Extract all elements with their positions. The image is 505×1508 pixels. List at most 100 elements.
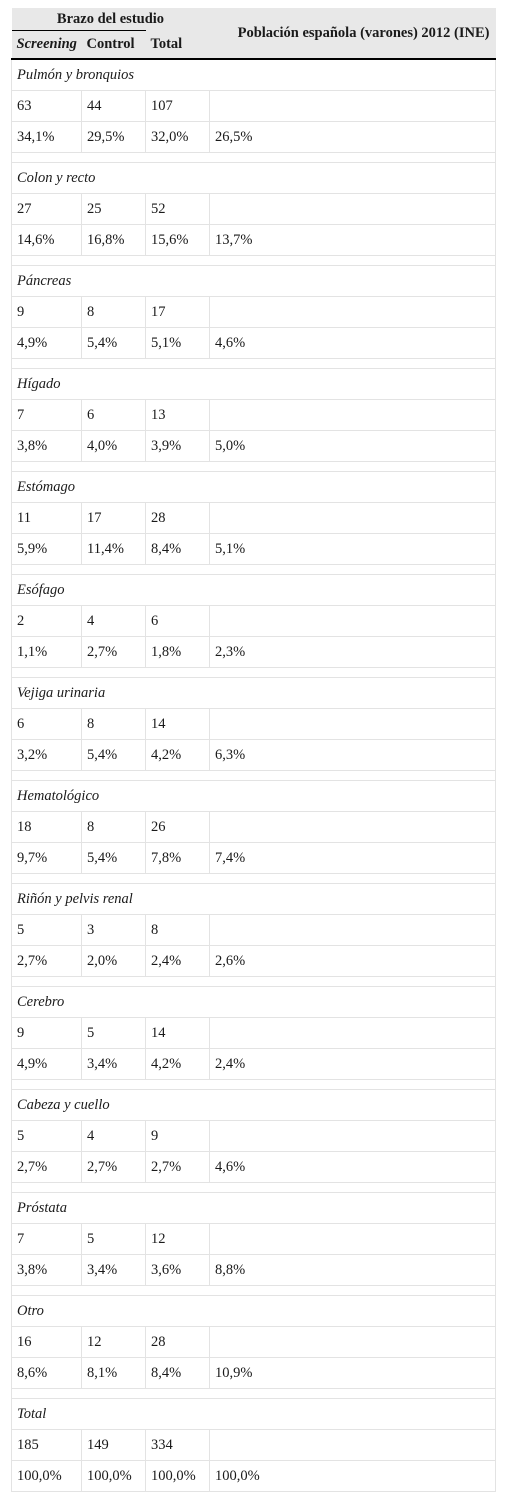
- percent-cell: 5,4%: [81, 739, 146, 771]
- percent-cell: 100,0%: [209, 1460, 496, 1492]
- count-cell: 14: [145, 708, 210, 740]
- count-cell: 6: [145, 605, 210, 637]
- percent-row: 34,1% 29,5% 32,0% 26,5%: [11, 121, 496, 153]
- percent-cell: 2,7%: [145, 1151, 210, 1183]
- percent-cell: 13,7%: [209, 224, 496, 256]
- percent-cell: 4,0%: [81, 430, 146, 462]
- count-cell: 9: [11, 296, 82, 328]
- group-label-row: Páncreas: [11, 265, 496, 297]
- count-cell: 8: [145, 914, 210, 946]
- group-label-row: Próstata: [11, 1192, 496, 1224]
- percent-cell: 6,3%: [209, 739, 496, 771]
- cancer-table: Brazo del estudio Población española (va…: [11, 8, 496, 1492]
- count-row: 11 17 28: [11, 502, 496, 534]
- group-label-row: Otro: [11, 1295, 496, 1327]
- group-spacer: [11, 152, 496, 163]
- group-label-row: Hígado: [11, 368, 496, 400]
- group-label: Cabeza y cuello: [11, 1089, 496, 1121]
- count-cell: 63: [11, 90, 82, 122]
- count-cell: 185: [11, 1429, 82, 1461]
- percent-cell: 5,1%: [209, 533, 496, 565]
- count-row: 6 8 14: [11, 708, 496, 740]
- count-cell: 107: [145, 90, 210, 122]
- count-row: 63 44 107: [11, 90, 496, 122]
- header-row-2: Screening Control Total: [11, 31, 496, 60]
- group-spacer: [11, 564, 496, 575]
- group-label-row: Pulmón y bronquios: [11, 58, 496, 91]
- percent-cell: 29,5%: [81, 121, 146, 153]
- percent-cell: 3,6%: [145, 1254, 210, 1286]
- header-row-1: Brazo del estudio Población española (va…: [11, 8, 496, 60]
- group-spacer: [11, 770, 496, 781]
- percent-cell: 8,1%: [81, 1357, 146, 1389]
- percent-row: 5,9% 11,4% 8,4% 5,1%: [11, 533, 496, 565]
- count-row: 9 5 14: [11, 1017, 496, 1049]
- group-label: Colon y recto: [11, 162, 496, 194]
- count-cell: 18: [11, 811, 82, 843]
- group-label: Total: [11, 1398, 496, 1430]
- percent-cell: 3,4%: [81, 1048, 146, 1080]
- percent-cell: 100,0%: [81, 1460, 146, 1492]
- percent-cell: 100,0%: [11, 1460, 82, 1492]
- group-label: Riñón y pelvis renal: [11, 883, 496, 915]
- count-cell: 13: [145, 399, 210, 431]
- group-spacer-cell: [11, 358, 496, 369]
- percent-cell: 8,6%: [11, 1357, 82, 1389]
- percent-row: 4,9% 5,4% 5,1% 4,6%: [11, 327, 496, 359]
- count-cell: 14: [145, 1017, 210, 1049]
- table-header: Brazo del estudio Población española (va…: [11, 8, 496, 60]
- count-row: 18 8 26: [11, 811, 496, 843]
- group-spacer-cell: [11, 255, 496, 266]
- percent-row: 9,7% 5,4% 7,8% 7,4%: [11, 842, 496, 874]
- count-cell: 17: [145, 296, 210, 328]
- count-cell: 6: [81, 399, 146, 431]
- count-cell: 12: [145, 1223, 210, 1255]
- group-spacer: [11, 1388, 496, 1399]
- group-spacer-cell: [11, 770, 496, 781]
- percent-cell: 3,2%: [11, 739, 82, 771]
- group-spacer-cell: [11, 873, 496, 884]
- percent-cell: 2,7%: [11, 1151, 82, 1183]
- percent-cell: 8,4%: [145, 533, 210, 565]
- group-label-row: Cerebro: [11, 986, 496, 1018]
- percent-cell: 4,2%: [145, 1048, 210, 1080]
- group-label: Estómago: [11, 471, 496, 503]
- percent-cell: 4,9%: [11, 1048, 82, 1080]
- percent-cell: 100,0%: [145, 1460, 210, 1492]
- percent-cell: 2,7%: [81, 1151, 146, 1183]
- percent-row: 2,7% 2,0% 2,4% 2,6%: [11, 945, 496, 977]
- percent-cell: 15,6%: [145, 224, 210, 256]
- percent-cell: 4,2%: [145, 739, 210, 771]
- group-label: Hematológico: [11, 780, 496, 812]
- count-cell: 4: [81, 605, 146, 637]
- group-spacer-cell: [11, 667, 496, 678]
- count-row: 9 8 17: [11, 296, 496, 328]
- arm-header: Brazo del estudio: [11, 8, 210, 31]
- count-cell: [209, 811, 496, 843]
- percent-cell: 3,8%: [11, 430, 82, 462]
- percent-cell: 3,8%: [11, 1254, 82, 1286]
- count-cell: 28: [145, 502, 210, 534]
- count-cell: 26: [145, 811, 210, 843]
- percent-cell: 1,8%: [145, 636, 210, 668]
- count-cell: 3: [81, 914, 146, 946]
- group-spacer-cell: [11, 1388, 496, 1399]
- screening-header: Screening: [11, 31, 82, 60]
- count-cell: 5: [11, 914, 82, 946]
- population-header: Población española (varones) 2012 (INE): [209, 8, 496, 60]
- percent-cell: 4,6%: [209, 327, 496, 359]
- percent-cell: 34,1%: [11, 121, 82, 153]
- count-cell: 8: [81, 296, 146, 328]
- percent-cell: 1,1%: [11, 636, 82, 668]
- group-label: Hígado: [11, 368, 496, 400]
- count-cell: 11: [11, 502, 82, 534]
- percent-cell: 5,0%: [209, 430, 496, 462]
- group-label-row: Cabeza y cuello: [11, 1089, 496, 1121]
- count-cell: 149: [81, 1429, 146, 1461]
- percent-cell: 8,8%: [209, 1254, 496, 1286]
- count-cell: 16: [11, 1326, 82, 1358]
- percent-cell: 2,6%: [209, 945, 496, 977]
- percent-cell: 26,5%: [209, 121, 496, 153]
- count-row: 7 6 13: [11, 399, 496, 431]
